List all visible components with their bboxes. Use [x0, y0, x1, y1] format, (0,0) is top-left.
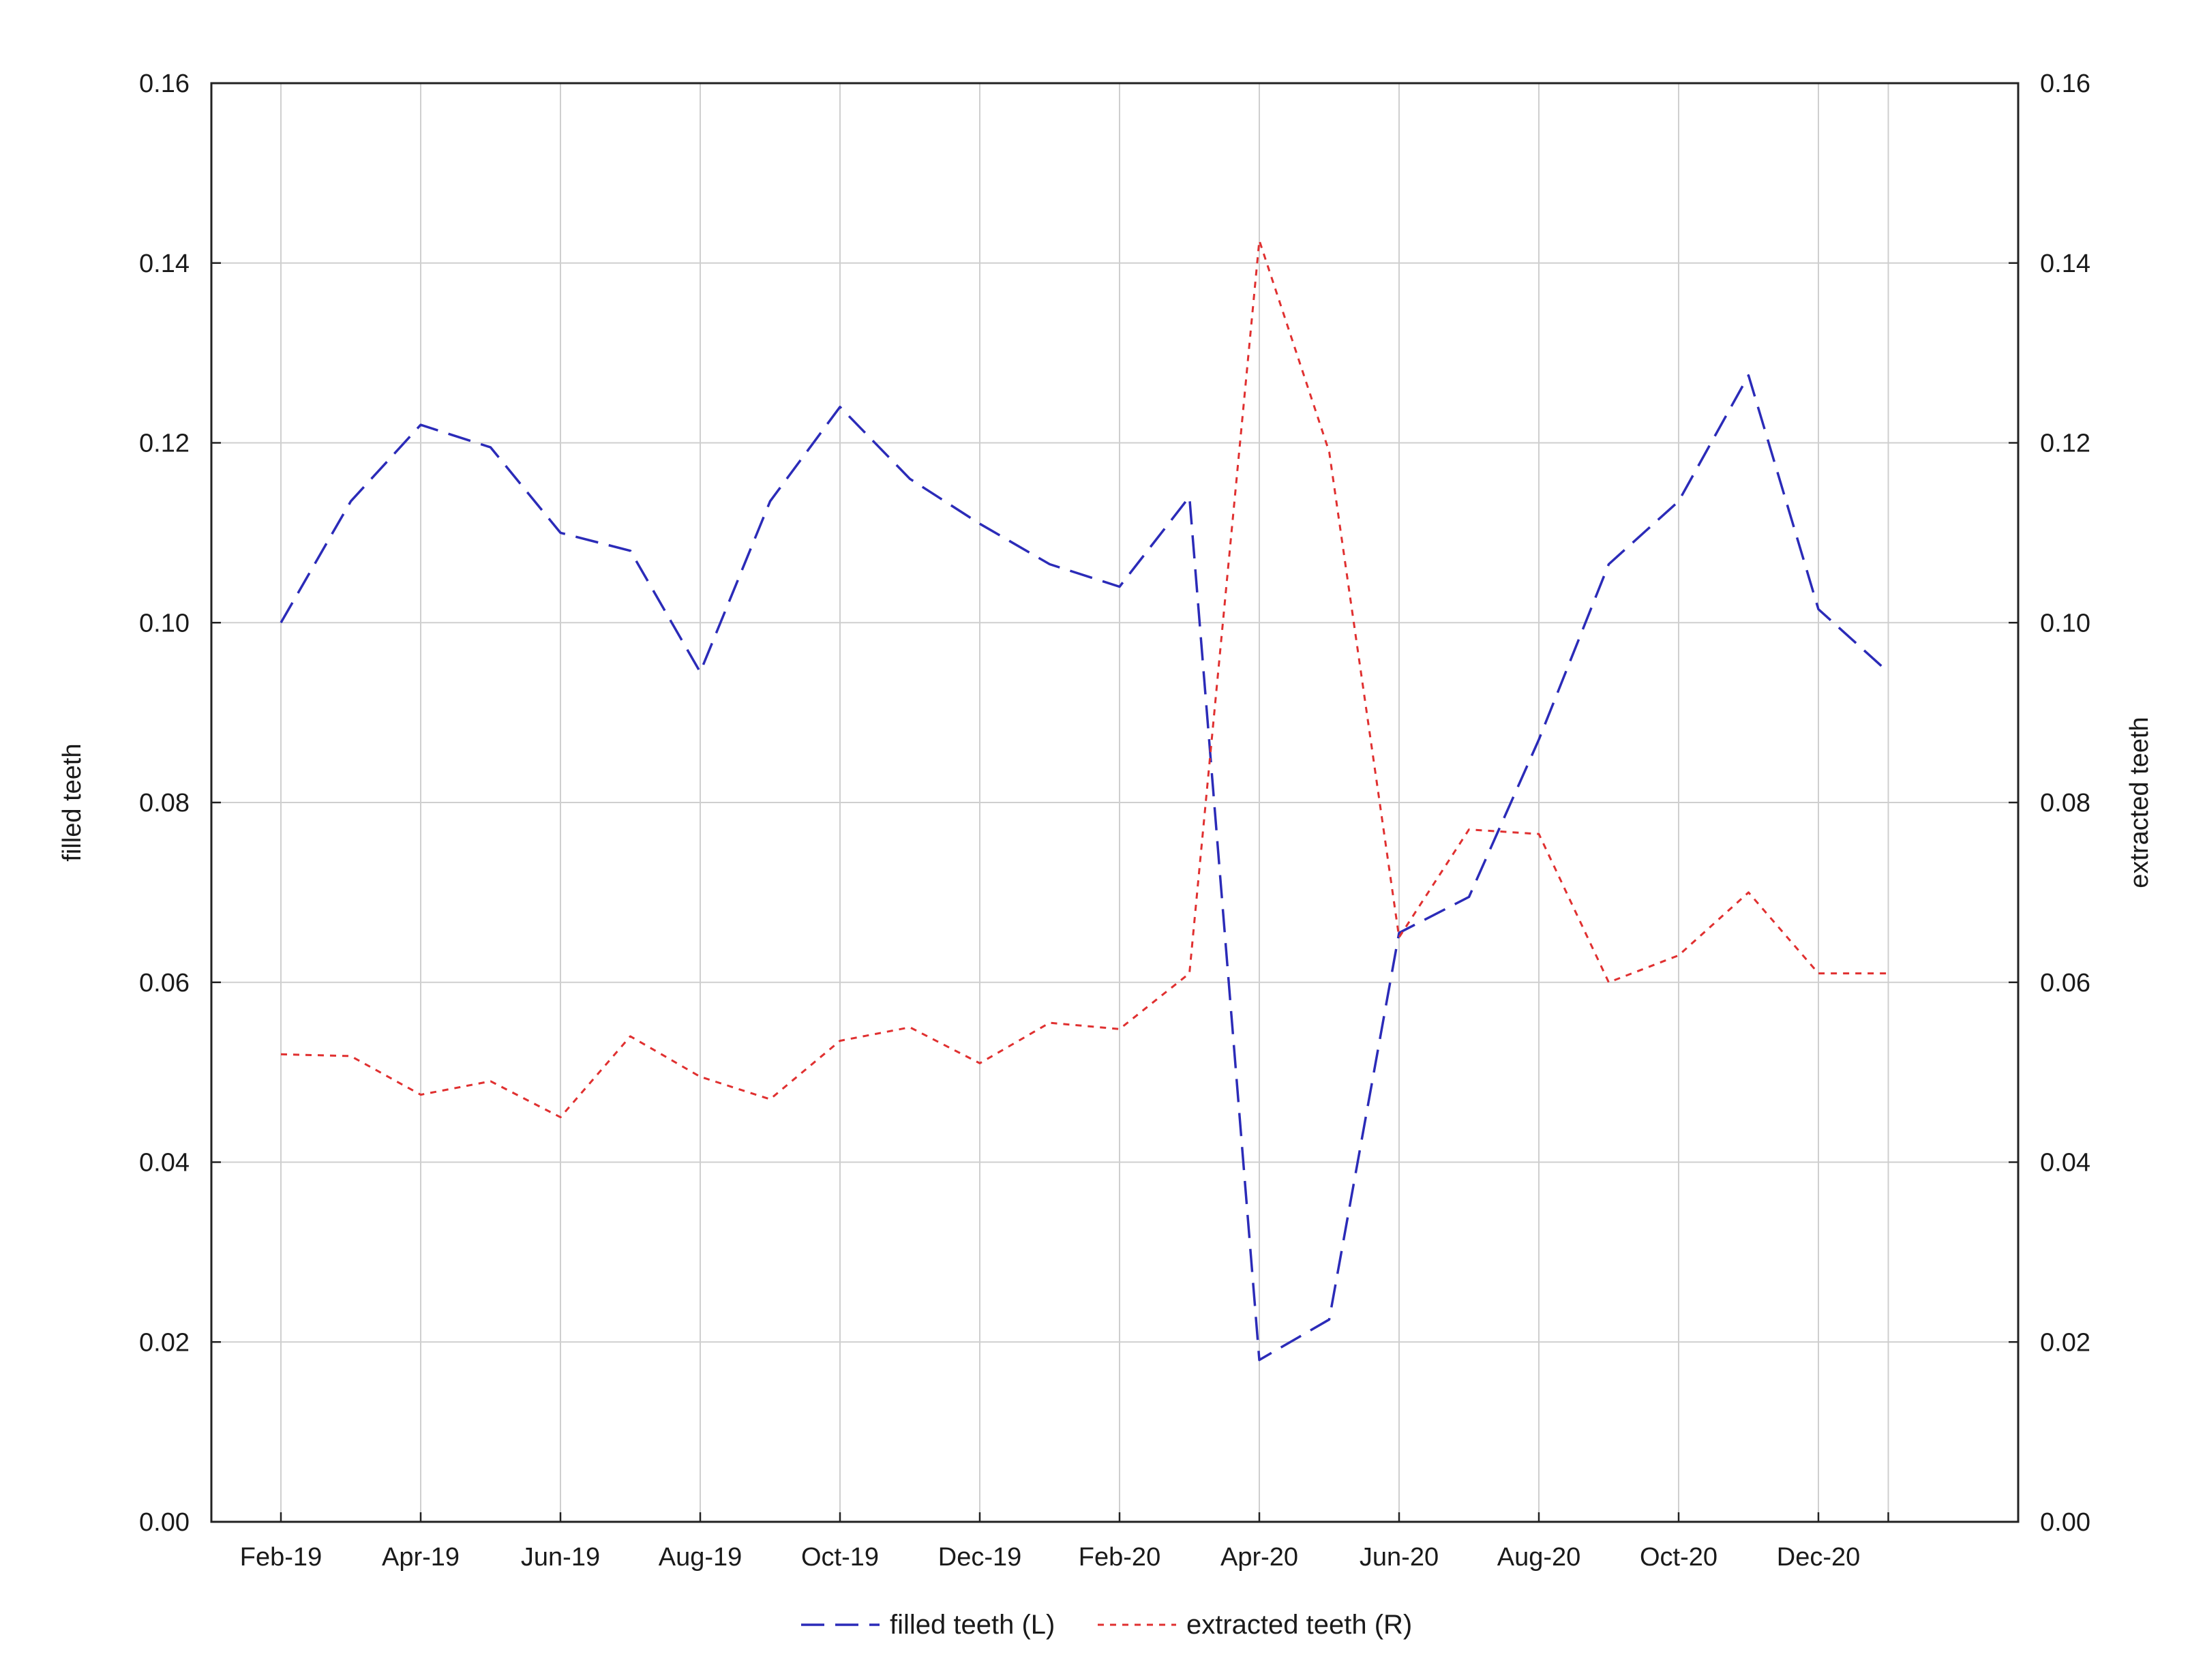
x-tick-label-aug-20: Aug-20 — [1497, 1543, 1581, 1572]
series-line-extracted-teeth-r — [280, 239, 1889, 1119]
y-right-tick-label-6: 0.12 — [2040, 430, 2090, 458]
y-right-tick-label-3: 0.06 — [2040, 969, 2090, 997]
x-tick-label-dec-19: Dec-19 — [938, 1543, 1022, 1572]
legend-label-filled-teeth: filled teeth (L) — [890, 1610, 1055, 1640]
x-tick-label-apr-20: Apr-20 — [1220, 1543, 1298, 1572]
y-axis-left-title: filled teeth — [58, 743, 87, 861]
x-tick-label-jun-20: Jun-20 — [1360, 1543, 1439, 1572]
legend: filled teeth (L) extracted teeth (R) — [801, 1610, 1412, 1640]
y-left-tick-label-3: 0.06 — [139, 969, 190, 997]
x-tick-label-feb-19: Feb-19 — [240, 1543, 322, 1572]
x-tick-label-apr-19: Apr-19 — [382, 1543, 460, 1572]
series-line-filled-teeth-l — [280, 374, 1889, 1362]
y-left-tick-label-0: 0.00 — [139, 1508, 190, 1537]
y-right-tick-label-2: 0.04 — [2040, 1149, 2090, 1178]
y-left-tick-label-7: 0.14 — [139, 250, 190, 278]
y-left-tick-label-2: 0.04 — [139, 1149, 190, 1178]
y-right-tick-label-0: 0.00 — [2040, 1508, 2090, 1537]
y-left-tick-label-4: 0.08 — [139, 789, 190, 817]
x-tick-label-feb-20: Feb-20 — [1079, 1543, 1160, 1572]
y-left-tick-label-1: 0.02 — [139, 1328, 190, 1357]
y-right-tick-label-4: 0.08 — [2040, 789, 2090, 817]
y-axis-right-title: extracted teeth — [2125, 717, 2154, 888]
x-tick-label-dec-20: Dec-20 — [1777, 1543, 1861, 1572]
x-tick-label-oct-20: Oct-20 — [1640, 1543, 1717, 1572]
x-tick-label-jun-19: Jun-19 — [521, 1543, 600, 1572]
y-right-tick-label-5: 0.10 — [2040, 609, 2090, 638]
ticks-layer — [211, 82, 2018, 1523]
y-right-tick-label-1: 0.02 — [2040, 1328, 2090, 1357]
y-left-tick-label-6: 0.12 — [139, 430, 190, 458]
x-tick-label-aug-19: Aug-19 — [659, 1543, 742, 1572]
y-right-tick-label-8: 0.16 — [2040, 70, 2090, 98]
series-layer — [280, 239, 1889, 1362]
y-left-tick-label-5: 0.10 — [139, 609, 190, 638]
x-tick-label-oct-19: Oct-19 — [801, 1543, 879, 1572]
grid-layer — [211, 83, 2018, 1522]
y-right-tick-label-7: 0.14 — [2040, 250, 2090, 278]
y-left-tick-label-8: 0.16 — [139, 70, 190, 98]
labels-layer: 0.00 0.02 0.04 0.06 0.08 0.10 0.12 0.14 0.16 0.00… — [139, 70, 2090, 1572]
legend-label-extracted-teeth: extracted teeth (R) — [1186, 1610, 1412, 1640]
